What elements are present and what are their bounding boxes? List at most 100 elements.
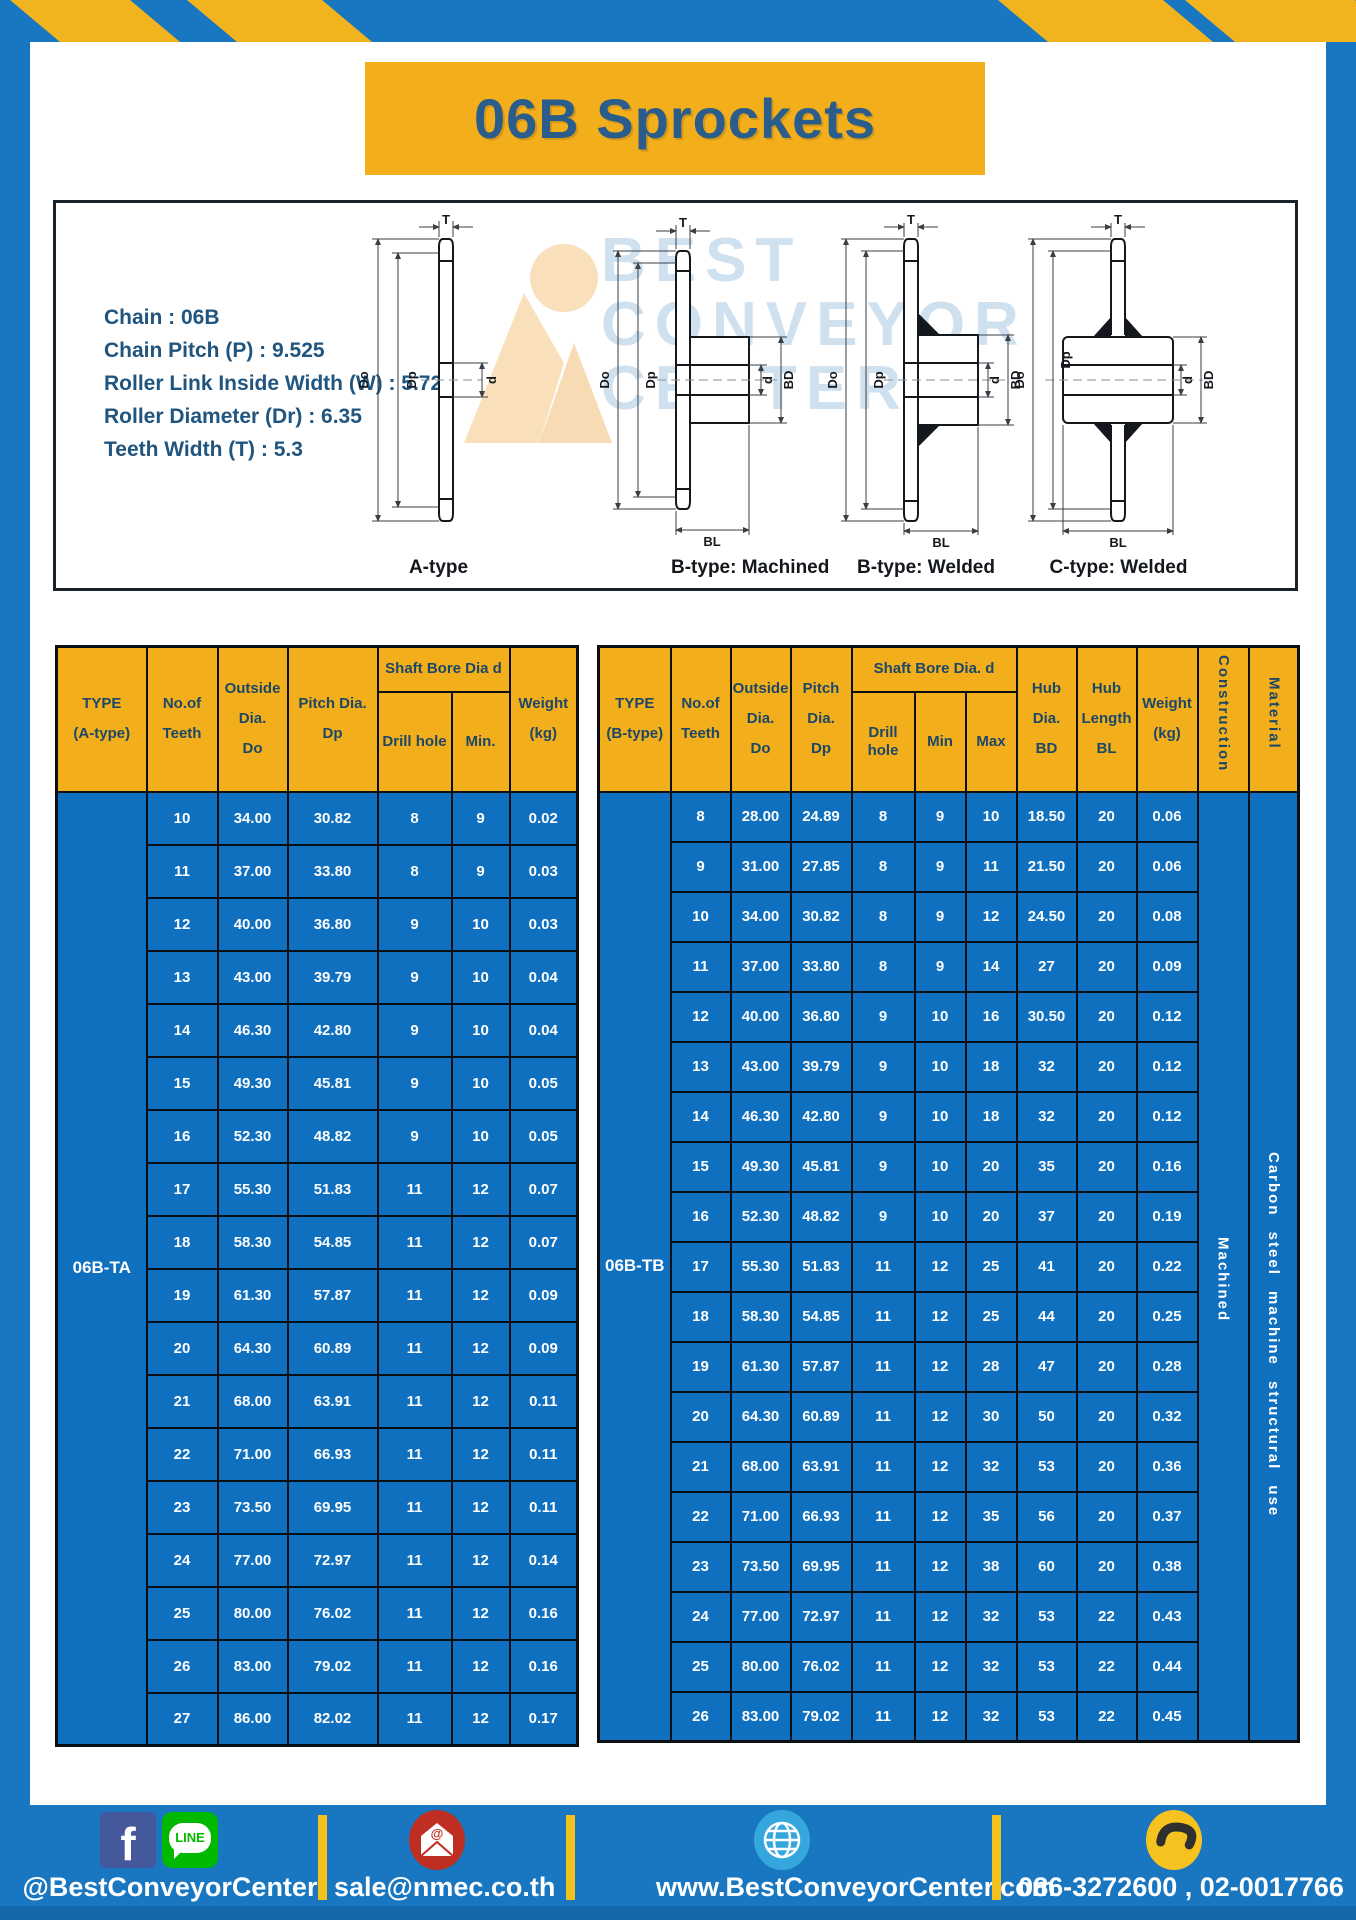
table-row: 17 55.30 51.83 11 12 25 41 20 0.22 xyxy=(599,1240,1299,1293)
dim-label-d: d xyxy=(987,376,1002,384)
top-stripe xyxy=(187,0,373,42)
table-cell: 0.05 xyxy=(508,1055,579,1111)
table-cell: 9 xyxy=(669,840,732,893)
table-cell: 15 xyxy=(669,1140,732,1193)
table-row: 23 73.50 69.95 11 12 38 60 20 0.38 xyxy=(599,1540,1299,1593)
table-cell: 11 xyxy=(850,1590,916,1643)
table-cell: 0.45 xyxy=(1135,1690,1199,1743)
table-cell: 73.50 xyxy=(729,1540,792,1593)
figure-a-type: Do Dp T d A-type xyxy=(346,212,531,579)
line-bubble-tail xyxy=(174,1850,183,1859)
table-cell: 77.00 xyxy=(729,1590,792,1643)
table-cell: 14 xyxy=(964,940,1018,993)
table-cell: 64.30 xyxy=(729,1390,792,1443)
table-cell: 0.14 xyxy=(508,1532,579,1588)
col-header-type: TYPE (A-type) xyxy=(55,645,148,793)
table-cell: 18.50 xyxy=(1015,790,1078,843)
table-cell: 20 xyxy=(1075,1040,1138,1093)
table-row: 21 68.00 63.91 11 12 0.11 xyxy=(57,1373,579,1429)
table-cell: 51.83 xyxy=(789,1240,853,1293)
figure-b-type-welded: Do Dp T d BD BL B-type: Welded xyxy=(816,212,1036,579)
table-cell: 22 xyxy=(669,1490,732,1543)
dim-label-t: T xyxy=(1114,215,1122,227)
table-cell: 61.30 xyxy=(729,1340,792,1393)
table-cell: 20 xyxy=(1075,1340,1138,1393)
website-url: www.BestConveyorCenter.com xyxy=(656,1872,1056,1902)
table-cell: 0.12 xyxy=(1135,1090,1199,1143)
table-cell: 20 xyxy=(1075,890,1138,943)
table-cell: 73.50 xyxy=(216,1479,289,1535)
table-cell: 9 xyxy=(376,949,453,1005)
table-cell: 32 xyxy=(1015,1040,1078,1093)
table-cell: 18 xyxy=(669,1290,732,1343)
dim-label-bd: BD xyxy=(1201,371,1216,390)
table-cell: 8 xyxy=(376,843,453,899)
table-cell: 26 xyxy=(145,1638,219,1694)
table-row: 12 40.00 36.80 9 10 0.03 xyxy=(57,896,579,952)
col-header-outside-dia: Outside Dia. Do xyxy=(729,645,792,793)
table-cell: 20 xyxy=(1075,1540,1138,1593)
dim-label-do: Do xyxy=(825,371,840,388)
table-cell: 57.87 xyxy=(286,1267,379,1323)
dim-label-do: Do xyxy=(356,371,371,388)
table-cell: 69.95 xyxy=(286,1479,379,1535)
table-cell: 83.00 xyxy=(216,1638,289,1694)
table-cell: 20 xyxy=(1075,1090,1138,1143)
table-cell: 12 xyxy=(450,1585,511,1641)
table-cell: 11 xyxy=(376,1691,453,1747)
dim-label-bd: BD xyxy=(781,371,796,390)
table-cell: 23 xyxy=(145,1479,219,1535)
table-cell: 12 xyxy=(913,1590,967,1643)
table-cell: 11 xyxy=(376,1479,453,1535)
table-row: 21 68.00 63.91 11 12 32 53 20 0.36 xyxy=(599,1440,1299,1493)
col-header-teeth: No.of Teeth xyxy=(145,645,219,793)
page-title-banner: 06B Sprockets xyxy=(365,62,985,175)
table-cell: 12 xyxy=(145,896,219,952)
table-cell: 20 xyxy=(1075,1490,1138,1543)
footer-divider xyxy=(566,1815,575,1900)
table-cell: 42.80 xyxy=(789,1090,853,1143)
table-cell: 9 xyxy=(913,790,967,843)
b-type-machined-diagram: Do Dp T d BD BL xyxy=(597,215,796,549)
table-cell: 06B-TA xyxy=(55,790,148,1747)
table-cell: 0.36 xyxy=(1135,1440,1199,1493)
table-cell: 64.30 xyxy=(216,1320,289,1376)
contact-footer xyxy=(0,1805,1356,1920)
table-row: 16 52.30 48.82 9 10 0.05 xyxy=(57,1108,579,1164)
email-address: sale@nmec.co.th xyxy=(334,1872,556,1902)
table-cell: 33.80 xyxy=(789,940,853,993)
table-cell: 18 xyxy=(964,1090,1018,1143)
table-row: 25 80.00 76.02 11 12 32 53 22 0.44 xyxy=(599,1640,1299,1693)
table-cell: 25 xyxy=(145,1585,219,1641)
table-cell: 31.00 xyxy=(729,840,792,893)
table-cell: 44 xyxy=(1015,1290,1078,1343)
chain-specs: Chain : 06B Chain Pitch (P) : 9.525 Roll… xyxy=(104,301,442,466)
col-header-hub-dia: Hub Dia. BD xyxy=(1015,645,1078,793)
table-row: 23 73.50 69.95 11 12 0.11 xyxy=(57,1479,579,1535)
table-cell: 24 xyxy=(669,1590,732,1643)
table-cell: 72.97 xyxy=(286,1532,379,1588)
table-row: 24 77.00 72.97 11 12 32 53 22 0.43 xyxy=(599,1590,1299,1643)
table-cell: 0.22 xyxy=(1135,1240,1199,1293)
table-cell: 16 xyxy=(145,1108,219,1164)
table-cell: 12 xyxy=(450,1320,511,1376)
dim-label-d: d xyxy=(484,376,499,384)
table-cell: 13 xyxy=(145,949,219,1005)
col-header-drill-hole: Drill hole xyxy=(850,690,916,793)
table-cell: 51.83 xyxy=(286,1161,379,1217)
table-cell: 79.02 xyxy=(789,1690,853,1743)
table-cell: 24.50 xyxy=(1015,890,1078,943)
table-cell: 41 xyxy=(1015,1240,1078,1293)
col-header-type: TYPE (B-type) xyxy=(597,645,672,793)
table-cell: 71.00 xyxy=(216,1426,289,1482)
table-row: 9 31.00 27.85 8 9 11 21.50 20 0.06 xyxy=(599,840,1299,893)
line-icon: LINE xyxy=(162,1812,218,1868)
table-row: 14 46.30 42.80 9 10 0.04 xyxy=(57,1002,579,1058)
table-cell: 12 xyxy=(450,1532,511,1588)
table-cell: 11 xyxy=(376,1532,453,1588)
table-cell: 16 xyxy=(964,990,1018,1043)
table-cell: 12 xyxy=(450,1638,511,1694)
table-cell: 30.82 xyxy=(789,890,853,943)
table-cell: 72.97 xyxy=(789,1590,853,1643)
table-cell: 0.06 xyxy=(1135,840,1199,893)
